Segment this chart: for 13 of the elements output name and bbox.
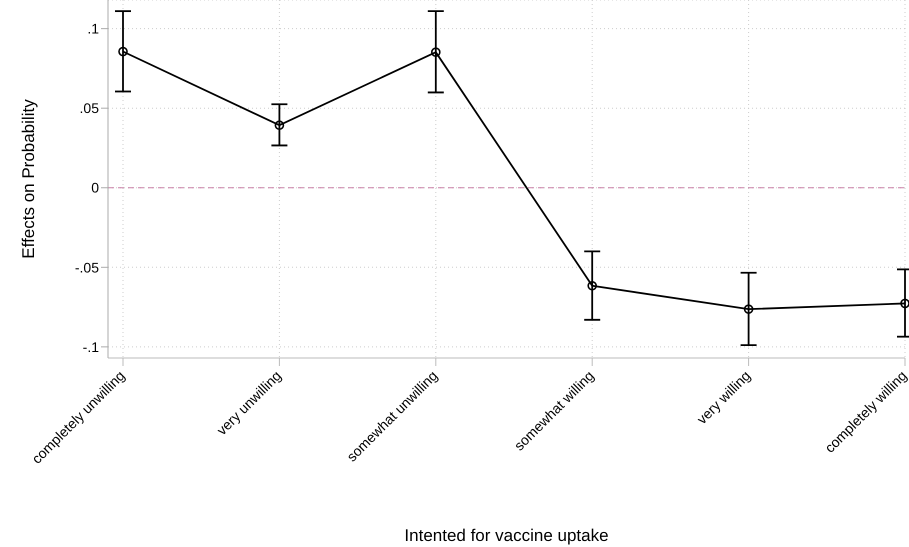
y-tick-label: -.05	[74, 259, 100, 276]
x-axis-title: Intented for vaccine uptake	[404, 526, 609, 545]
point	[431, 47, 441, 57]
y-tick-label: .05	[80, 100, 100, 116]
y-tick-label: .1	[87, 20, 100, 37]
point	[587, 280, 597, 291]
y-axis-title: Effects on Probability	[19, 98, 38, 259]
point	[118, 46, 128, 56]
y-tick-label: 0	[91, 180, 100, 196]
point	[744, 304, 754, 314]
point	[274, 120, 284, 130]
point	[900, 298, 909, 308]
y-tick-label: -.1	[82, 338, 100, 355]
